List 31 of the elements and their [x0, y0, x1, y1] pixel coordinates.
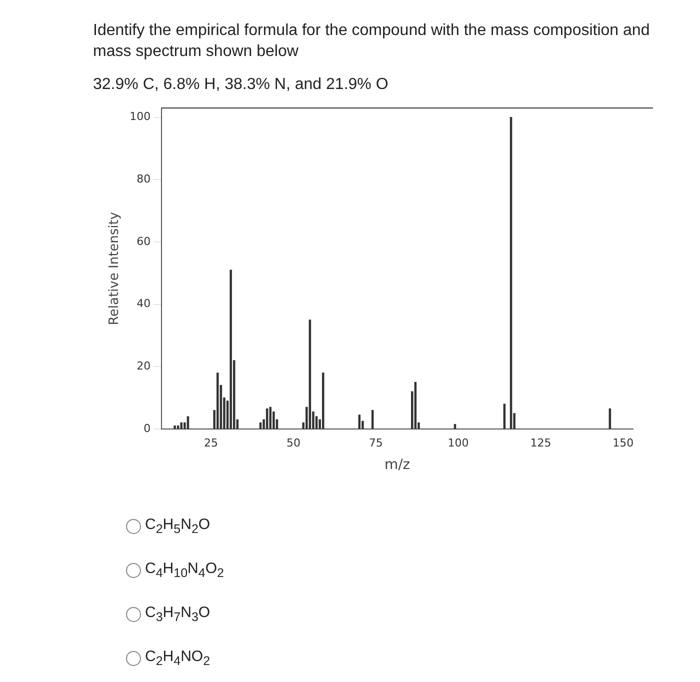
bar [176, 426, 180, 429]
x-tick-label: 75 [368, 436, 383, 450]
text: C$_{4}$H$_{10}$N$_{4}$O$_{2}$ [145, 560, 224, 580]
bar [174, 426, 176, 429]
y-tick-label: 0 [144, 422, 151, 435]
bar [230, 270, 232, 429]
bar [322, 372, 324, 429]
x-tick-label: 150 [612, 436, 634, 450]
bar [216, 372, 219, 429]
bar [180, 422, 183, 429]
text: C$_{3}$H$_{7}$N$_{3}$O [145, 604, 210, 624]
y-tick-label: 80 [136, 172, 151, 186]
x-tick-label: 100 [448, 436, 469, 450]
text: C$_{2}$H$_{4}$NO$_{2}$ [145, 648, 210, 668]
y-tick-label: 20 [136, 360, 151, 373]
x-axis-title: m/z [384, 457, 410, 474]
y-axis-title: Relative Intensity [107, 212, 122, 326]
bar [186, 416, 190, 429]
y-tick-label: 60 [136, 234, 151, 248]
bar [454, 424, 456, 429]
x-tick-label: 125 [530, 436, 552, 450]
chart-subtitle: 32.9% C, 6.8% H, 38.3% N, and 21.9% O [92, 75, 390, 95]
y-tick-label: 100 [130, 110, 151, 124]
y-tick-label: 40 [136, 297, 151, 310]
bar [358, 414, 361, 429]
bar [503, 404, 506, 429]
x-tick-label: 50 [286, 436, 300, 450]
x-tick-label: 25 [204, 436, 218, 450]
bar [259, 422, 262, 429]
text: C$_{2}$H$_{5}$N$_{2}$O [145, 516, 210, 536]
chart-title: Identify the empirical formula for the compound with the mass composition and mass spectrum shown below [92, 21, 651, 62]
